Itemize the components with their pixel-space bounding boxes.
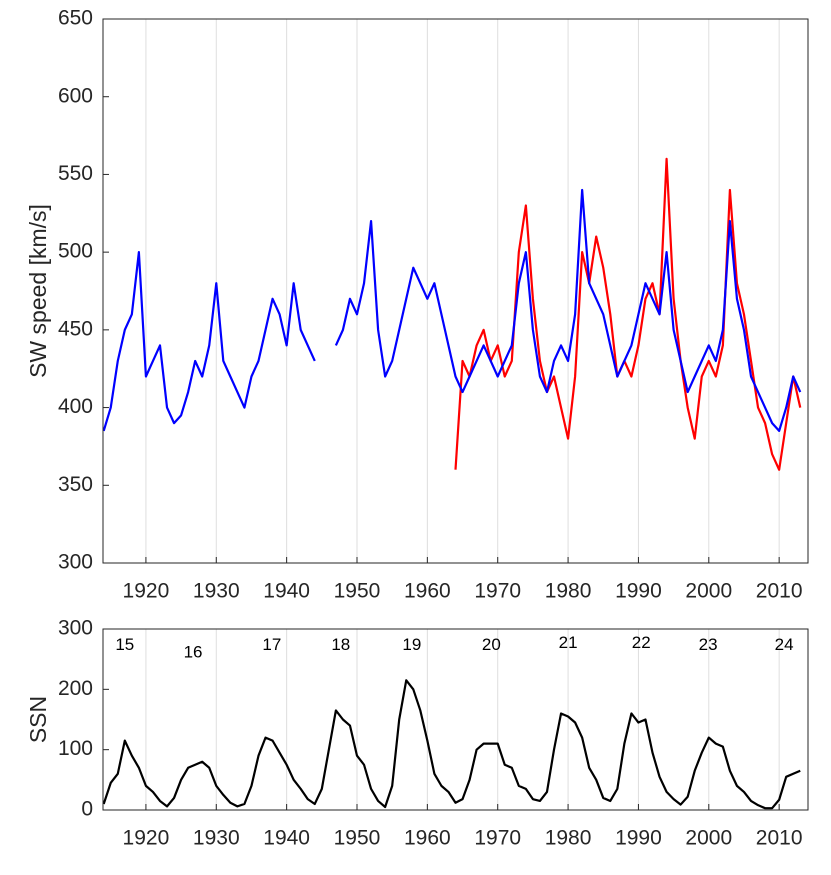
y-axis-label: SSN [25,696,51,743]
x-tick-label: 2010 [756,827,803,850]
y-tick-label: 350 [58,473,93,496]
x-tick-label: 1930 [193,827,240,850]
y-tick-label: 500 [58,240,93,263]
x-tick-label: 1920 [123,580,170,603]
x-tick-label: 1920 [123,827,170,850]
annotation: 19 [402,635,421,654]
x-tick-label: 2000 [685,580,732,603]
annotation: 23 [699,635,718,654]
x-tick-label: 1980 [545,827,592,850]
y-tick-label: 400 [58,395,93,418]
axes-box [102,18,809,564]
x-tick-label: 1970 [474,580,521,603]
x-tick-label: 1950 [334,827,381,850]
y-tick-label: 200 [58,677,93,700]
x-tick-label: 1960 [404,827,451,850]
annotation: 16 [184,643,203,662]
x-tick-label: 2000 [685,827,732,850]
data-line [102,679,801,810]
x-tick-label: 1950 [334,580,381,603]
y-tick-label: 550 [58,162,93,185]
data-line [454,157,802,471]
x-tick-label: 2010 [756,580,803,603]
annotation: 24 [775,635,794,654]
y-tick-label: 0 [81,798,93,821]
x-tick-label: 1960 [404,580,451,603]
x-tick-label: 1930 [193,580,240,603]
y-tick-label: 450 [58,317,93,340]
y-tick-label: 650 [58,7,93,30]
y-tick-label: 600 [58,84,93,107]
y-tick-label: 300 [58,551,93,574]
annotation: 15 [115,635,134,654]
x-tick-label: 1970 [474,827,521,850]
annotation: 17 [262,635,281,654]
axes-box [102,628,809,811]
x-tick-label: 1940 [263,580,310,603]
annotation: 21 [559,633,578,652]
x-tick-label: 1940 [263,827,310,850]
y-tick-label: 100 [58,737,93,760]
y-tick-label: 300 [58,617,93,640]
annotation: 18 [331,635,350,654]
y-axis-label: SW speed [km/s] [25,204,51,378]
annotation: 20 [482,635,501,654]
data-line [102,188,802,432]
x-tick-label: 1980 [545,580,592,603]
x-tick-label: 1990 [615,827,662,850]
annotation: 22 [632,633,651,652]
x-tick-label: 1990 [615,580,662,603]
